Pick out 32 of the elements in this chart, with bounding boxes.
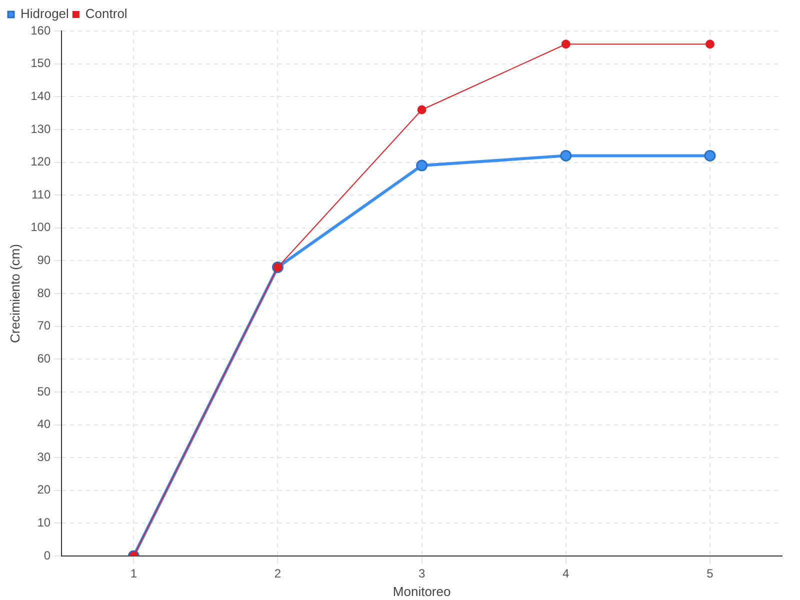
y-tick-label: 110 [31,187,51,202]
y-tick-label: 140 [30,88,51,103]
point [560,150,572,162]
y-tick-label: 10 [37,516,51,530]
point [561,40,570,49]
x-tick-label: 3 [418,566,426,581]
y-tick-label: 20 [37,482,51,497]
point [704,150,716,162]
y-tick-label: 130 [30,122,51,136]
x-axis-title: Monitoreo [392,584,451,599]
y-tick-label: 150 [30,56,51,70]
y-tick-label: 120 [30,154,51,169]
y-tick-label: 160 [30,23,51,38]
y-tick-label: 30 [37,450,51,464]
y-tick-label: 80 [37,286,51,300]
x-tick-label: 4 [562,566,570,581]
point [705,40,714,49]
x-tick-label: 5 [706,566,714,581]
y-tick-label: 100 [30,220,51,234]
legend-label: Control [85,6,128,22]
y-tick-label: 40 [37,417,51,432]
y-tick-label: 70 [37,318,51,333]
y-tick-label: 90 [37,253,51,267]
legend-label: Hidrogel [20,6,70,22]
y-tick-label: 60 [37,351,51,366]
y-axis-title: Crecimiento (cm) [7,244,22,343]
point [416,160,428,172]
x-tick-label: 2 [274,566,282,581]
y-tick-label: 0 [44,548,51,562]
x-tick-label: 1 [130,566,138,581]
point [417,105,426,114]
y-tick-label: 50 [37,384,51,398]
